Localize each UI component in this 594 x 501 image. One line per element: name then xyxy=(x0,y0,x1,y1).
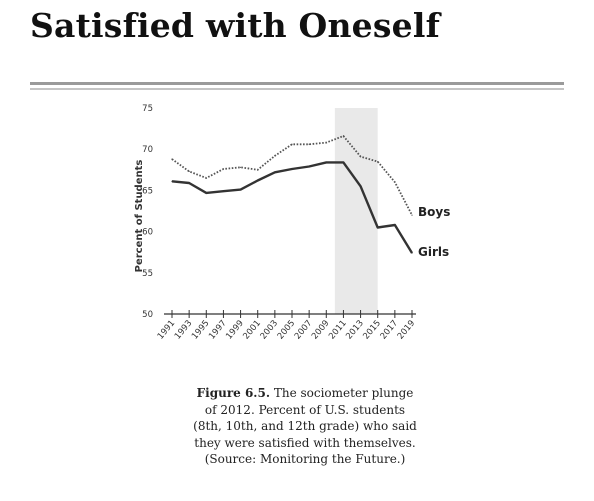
page-title: Satisfied with Oneself xyxy=(30,6,440,45)
data-point-girls xyxy=(411,252,413,254)
data-point-boys xyxy=(359,156,362,158)
x-tick-label: 2019 xyxy=(396,319,418,342)
data-point-girls xyxy=(394,224,396,226)
data-point-girls xyxy=(342,161,345,163)
data-point-boys xyxy=(257,169,259,171)
x-tick-label: 2017 xyxy=(379,319,401,342)
x-tick-label: 1997 xyxy=(207,319,229,342)
caption-line-5: (Source: Monitoring the Future.) xyxy=(204,452,406,466)
y-tick-label: 70 xyxy=(142,145,153,155)
data-point-girls xyxy=(308,165,310,168)
caption-line-1: The sociometer plunge xyxy=(273,386,414,400)
x-tick-label: 2003 xyxy=(259,319,281,342)
x-tick-label: 2007 xyxy=(293,319,315,342)
data-point-girls xyxy=(359,185,362,187)
data-point-boys xyxy=(308,143,310,145)
data-point-girls xyxy=(377,226,379,229)
data-point-girls xyxy=(188,182,190,184)
data-point-boys xyxy=(342,135,345,137)
data-point-boys xyxy=(394,181,396,183)
data-point-girls xyxy=(222,190,225,192)
caption-line-4: they were satisfied with themselves. xyxy=(194,435,416,450)
data-point-boys xyxy=(411,214,413,216)
x-tick-label: 1993 xyxy=(173,319,195,342)
x-tick-label: 2001 xyxy=(241,319,263,342)
caption-line-2: of 2012. Percent of U.S. students xyxy=(204,402,406,417)
x-tick-label: 1999 xyxy=(224,319,246,342)
figure-caption: Figure 6.5. The sociometer plunge of 201… xyxy=(170,385,440,468)
y-axis-label: Percent of Students xyxy=(134,160,145,273)
data-point-girls xyxy=(239,188,242,191)
y-tick-label: 65 xyxy=(142,186,153,196)
data-point-boys xyxy=(239,166,242,168)
x-tick-label: 2005 xyxy=(276,319,298,342)
data-point-boys xyxy=(291,143,293,145)
title-divider xyxy=(30,82,564,85)
y-tick-label: 55 xyxy=(142,269,153,279)
data-point-boys xyxy=(171,158,173,160)
data-point-girls xyxy=(274,171,276,173)
data-point-girls xyxy=(257,179,259,182)
x-tick-label: 2011 xyxy=(327,319,349,342)
caption-label: Figure 6.5. xyxy=(196,386,271,400)
series-line-boys xyxy=(171,135,413,216)
x-tick-label: 1991 xyxy=(156,319,178,342)
data-point-girls xyxy=(291,168,293,170)
data-point-boys xyxy=(377,160,379,163)
title-divider-secondary xyxy=(30,88,564,90)
data-point-boys xyxy=(188,170,190,173)
y-axis: 50 55 60 65 70 75 xyxy=(142,104,153,320)
series-label-boys: Boys xyxy=(418,205,450,219)
x-tick-label: 1995 xyxy=(190,319,212,342)
data-point-boys xyxy=(274,155,276,157)
series-layer: Boys Girls xyxy=(171,135,450,259)
data-point-girls xyxy=(325,161,327,163)
x-tick-label: 2013 xyxy=(344,319,366,342)
x-axis: 1991199319951997199920012003200520072009… xyxy=(156,310,418,342)
data-point-boys xyxy=(205,177,207,179)
series-label-girls: Girls xyxy=(418,245,449,259)
data-point-girls xyxy=(205,192,207,194)
x-tick-label: 2015 xyxy=(361,319,383,342)
x-tick-label: 2009 xyxy=(310,319,332,342)
y-tick-label: 75 xyxy=(142,104,153,114)
data-point-boys xyxy=(325,142,327,144)
data-point-boys xyxy=(222,168,225,170)
y-tick-label: 60 xyxy=(142,228,153,238)
data-point-girls xyxy=(171,180,173,182)
y-tick-label: 50 xyxy=(142,310,153,320)
caption-line-3: (8th, 10th, and 12th grade) who said xyxy=(193,419,417,433)
